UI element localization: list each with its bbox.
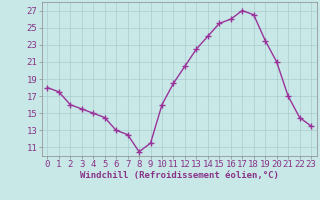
X-axis label: Windchill (Refroidissement éolien,°C): Windchill (Refroidissement éolien,°C): [80, 171, 279, 180]
